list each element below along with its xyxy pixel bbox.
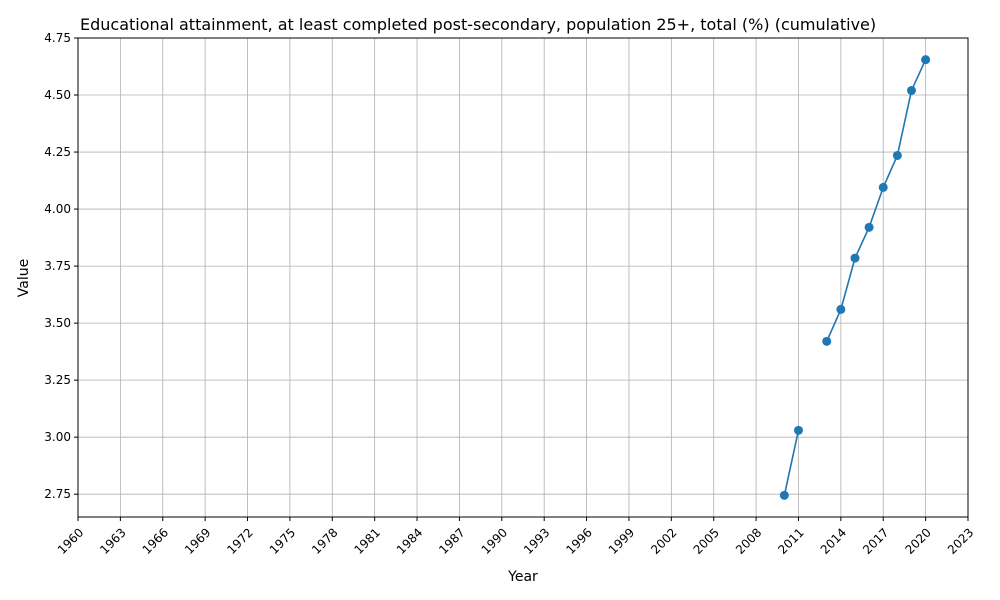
y-tick-label: 4.50: [44, 88, 71, 102]
data-point: [906, 85, 916, 95]
data-point: [822, 336, 832, 346]
data-point: [836, 304, 846, 314]
data-point: [878, 182, 888, 192]
y-tick-label: 3.00: [44, 430, 71, 444]
data-point: [779, 490, 789, 500]
y-axis-ticks: 2.75 3.00 3.25 3.50 3.75 4.00 4.25 4.50 4.75: [44, 31, 78, 501]
series-layer: [779, 55, 931, 500]
series-line-segment: [783, 430, 800, 496]
y-tick-label: 4.25: [44, 145, 71, 159]
data-point: [793, 425, 803, 435]
data-point: [921, 55, 931, 65]
y-axis-label: Value: [16, 259, 32, 297]
y-tick-label: 4.00: [44, 202, 71, 216]
y-tick-label: 3.50: [44, 316, 71, 330]
chart-title: Educational attainment, at least complet…: [80, 15, 876, 34]
data-point: [850, 253, 860, 263]
y-tick-label: 2.75: [44, 487, 71, 501]
y-tick-label: 4.75: [44, 31, 71, 45]
plot-frame: [77, 37, 969, 518]
data-point: [864, 222, 874, 232]
data-point: [892, 150, 902, 160]
y-tick-label: 3.25: [44, 373, 71, 387]
y-tick-label: 3.75: [44, 259, 71, 273]
x-axis-label: Year: [507, 569, 538, 585]
series-line-segment: [825, 59, 927, 342]
